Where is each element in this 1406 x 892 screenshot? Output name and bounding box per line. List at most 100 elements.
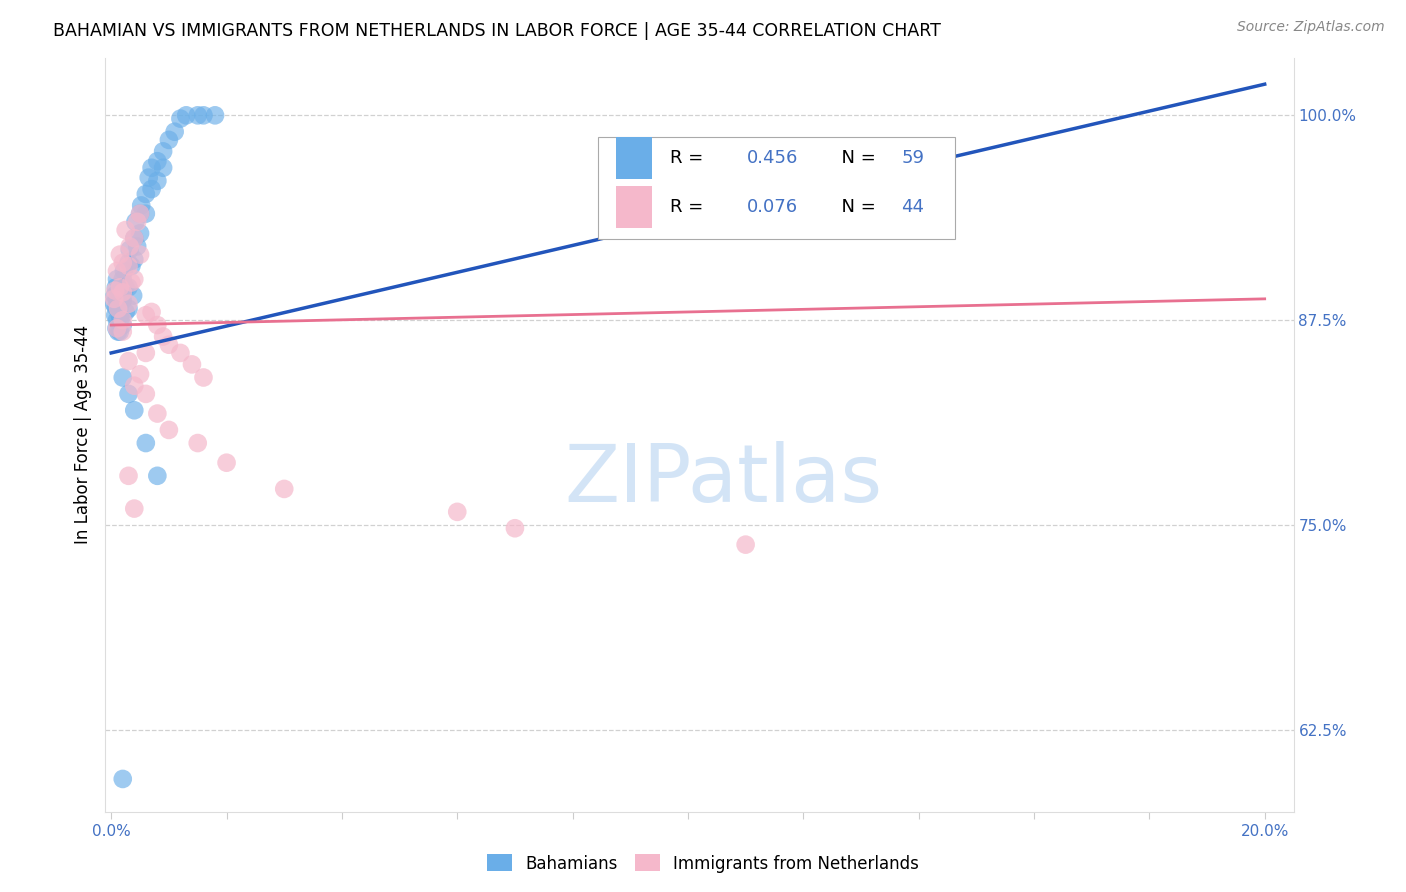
Point (135, 387, 157, 401)
Point (146, 407, 169, 421)
Text: N =: N = (830, 149, 882, 167)
Point (111, 272, 134, 286)
Point (124, 231, 146, 245)
Point (193, 108, 215, 122)
Point (111, 772, 134, 786)
Point (169, 346, 191, 360)
Point (129, 368, 152, 382)
Point (105, 292, 128, 306)
Point (193, 370, 215, 384)
Point (105, 313, 128, 327)
Point (117, 354, 139, 368)
Point (204, 108, 226, 122)
Point (120, 259, 142, 273)
Point (103, 292, 125, 306)
Text: 0.456: 0.456 (747, 149, 799, 167)
Point (110, 280, 132, 294)
Point (169, 112, 191, 126)
Point (135, 308, 157, 322)
Point (157, 423, 180, 437)
Point (104, 280, 127, 294)
Bar (616, 137, 652, 178)
Point (108, 247, 131, 261)
Point (135, 436, 157, 450)
Point (111, 285, 134, 300)
Point (135, 207, 157, 221)
Point (111, 325, 134, 339)
Point (124, 272, 146, 286)
Point (146, 318, 169, 332)
Point (107, 284, 129, 298)
Point (124, 403, 146, 417)
Point (187, 436, 209, 450)
Point (141, 161, 163, 175)
Point (187, 108, 209, 122)
Point (141, 182, 163, 196)
Point (146, 468, 169, 483)
Text: 0.076: 0.076 (747, 198, 799, 216)
Point (127, 215, 149, 229)
Point (110, 292, 132, 306)
Point (146, 174, 169, 188)
Point (114, 223, 136, 237)
Point (124, 215, 146, 229)
Point (114, 280, 136, 294)
Text: N =: N = (830, 198, 882, 216)
Point (108, 308, 131, 322)
Point (129, 207, 152, 221)
Point (792, 141, 814, 155)
Legend: Bahamians, Immigrants from Netherlands: Bahamians, Immigrants from Netherlands (481, 847, 925, 880)
Point (734, 538, 756, 552)
Point (138, 170, 160, 185)
Point (120, 276, 142, 290)
Point (107, 325, 129, 339)
Point (152, 161, 174, 175)
Point (117, 301, 139, 316)
Point (117, 468, 139, 483)
Text: Source: ZipAtlas.com: Source: ZipAtlas.com (1237, 20, 1385, 34)
Point (117, 256, 139, 270)
Text: 59: 59 (901, 149, 925, 167)
Point (129, 247, 152, 261)
Point (110, 311, 132, 326)
Point (114, 305, 136, 319)
Point (105, 264, 128, 278)
Point (108, 301, 131, 316)
Point (111, 370, 134, 384)
Text: 44: 44 (901, 198, 925, 216)
Point (157, 337, 180, 351)
Point (141, 305, 163, 319)
Point (111, 318, 134, 332)
Point (107, 301, 129, 316)
Point (108, 325, 131, 339)
Point (124, 231, 146, 245)
Point (105, 321, 128, 335)
Point (174, 108, 197, 122)
Point (157, 133, 180, 147)
Point (446, 505, 468, 519)
Bar (616, 186, 652, 227)
Point (124, 252, 146, 267)
Point (129, 207, 152, 221)
Point (152, 329, 174, 343)
Point (118, 239, 141, 253)
Text: R =: R = (669, 149, 709, 167)
Point (112, 264, 135, 278)
Point (104, 300, 127, 314)
Point (104, 284, 127, 298)
Point (111, 313, 134, 327)
Point (273, 482, 295, 496)
Point (135, 346, 157, 360)
FancyBboxPatch shape (599, 137, 955, 239)
Point (117, 259, 139, 273)
Point (111, 293, 134, 308)
Point (108, 280, 131, 294)
Point (181, 358, 204, 372)
Point (163, 125, 186, 139)
Y-axis label: In Labor Force | Age 35-44: In Labor Force | Age 35-44 (73, 326, 91, 544)
Point (503, 521, 526, 535)
Text: BAHAMIAN VS IMMIGRANTS FROM NETHERLANDS IN LABOR FORCE | AGE 35-44 CORRELATION C: BAHAMIAN VS IMMIGRANTS FROM NETHERLANDS … (53, 22, 941, 40)
Point (117, 387, 139, 401)
Point (127, 239, 149, 253)
Point (146, 154, 169, 169)
